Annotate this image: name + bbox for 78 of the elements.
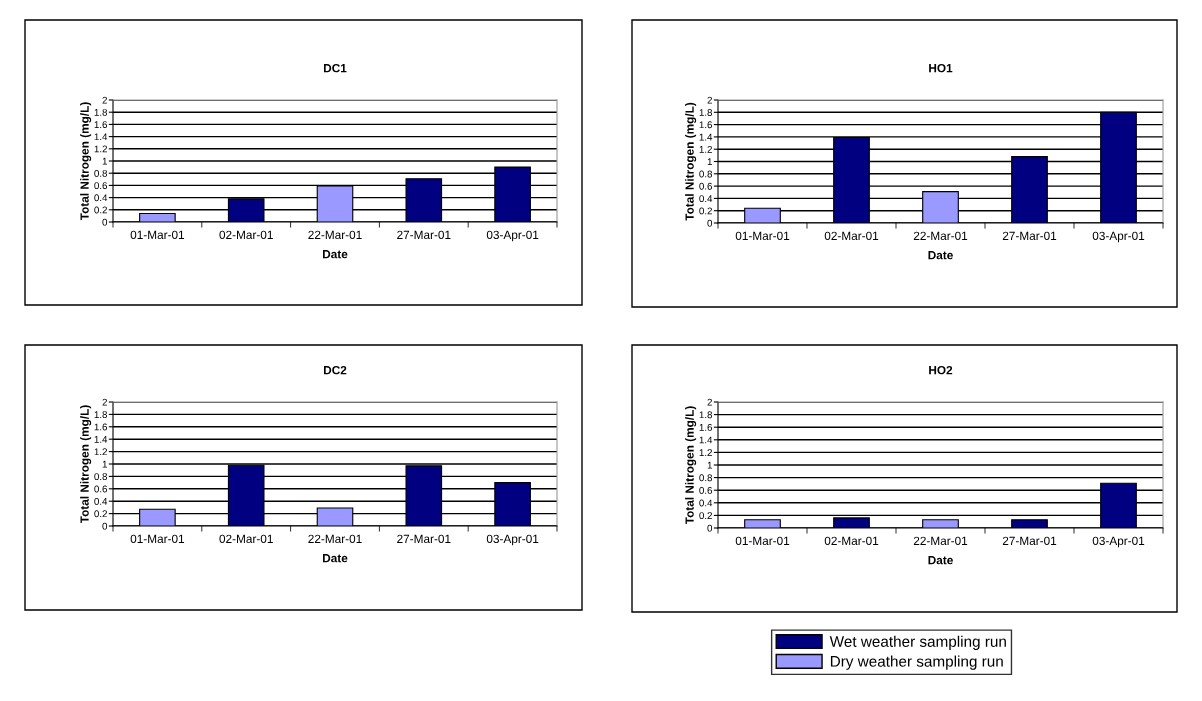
- y-tick-label: 1.4: [94, 133, 108, 141]
- y-tick-label: 0.4: [94, 194, 108, 202]
- x-tick-label: 27-Mar-01: [397, 534, 451, 543]
- y-tick-label: 0.8: [699, 474, 713, 482]
- y-tick-label: 1.8: [94, 411, 108, 419]
- x-tick-label: 01-Mar-01: [130, 230, 185, 239]
- x-axis-title: Date: [323, 554, 348, 563]
- x-tick-label: 01-Mar-01: [735, 231, 790, 240]
- y-tick-label: 1: [707, 461, 712, 469]
- x-tick-label: 02-Mar-01: [219, 534, 273, 543]
- y-tick-label: 0: [102, 522, 108, 530]
- x-tick-label: 27-Mar-01: [1002, 231, 1057, 240]
- y-tick-label: 1.6: [94, 423, 108, 431]
- y-tick-label: 2: [102, 398, 107, 406]
- y-tick-label: 0.2: [699, 207, 712, 215]
- y-tick-label: 0.4: [699, 499, 713, 507]
- y-tick-label: 0: [707, 524, 713, 532]
- y-tick-label: 1: [707, 158, 712, 166]
- y-tick-label: 1.6: [699, 121, 713, 129]
- x-tick-label: 02-Mar-01: [824, 231, 879, 240]
- y-tick-label: 0.8: [94, 473, 108, 481]
- x-tick-label: 27-Mar-01: [1002, 536, 1057, 545]
- y-axis-title: Total Nitrogen (mg/L): [685, 102, 697, 221]
- x-tick-label: 02-Mar-01: [219, 230, 273, 239]
- y-tick-label: 1.4: [699, 436, 713, 444]
- x-axis-title: Date: [928, 251, 953, 260]
- y-tick-label: 0.6: [94, 485, 108, 493]
- y-tick-label: 0.8: [94, 169, 108, 177]
- x-tick-label: 27-Mar-01: [397, 230, 451, 239]
- y-tick-label: 1.2: [94, 145, 107, 153]
- chart-title: HO1: [929, 63, 953, 73]
- y-tick-label: 1.8: [699, 109, 713, 116]
- chart-title: HO2: [929, 365, 953, 375]
- x-tick-label: 02-Mar-01: [824, 536, 879, 545]
- y-tick-label: 2: [707, 96, 712, 104]
- x-tick-label: 01-Mar-01: [735, 536, 790, 545]
- y-tick-label: 1.8: [699, 411, 713, 419]
- y-tick-label: 1.6: [699, 423, 713, 431]
- y-tick-label: 1: [102, 460, 107, 468]
- x-axis-title: Date: [928, 556, 953, 565]
- x-axis-title: Date: [323, 250, 348, 259]
- y-tick-label: 0: [707, 219, 713, 227]
- x-tick-label: 22-Mar-01: [913, 231, 968, 240]
- y-tick-label: 1.4: [699, 133, 713, 141]
- y-axis-title: Total Nitrogen (mg/L): [80, 102, 92, 221]
- chart-title: DC2: [323, 365, 347, 375]
- legend-label: Dry weather sampling run: [830, 655, 1003, 670]
- y-tick-label: 1.2: [699, 145, 712, 153]
- y-tick-label: 0: [102, 218, 108, 226]
- y-tick-label: 1.6: [94, 121, 108, 129]
- y-tick-label: 0.2: [94, 510, 107, 518]
- legend-label: Wet weather sampling run: [829, 635, 1006, 650]
- x-tick-label: 22-Mar-01: [308, 534, 362, 543]
- y-tick-label: 1.4: [94, 436, 108, 443]
- x-tick-label: 03-Apr-01: [1092, 231, 1145, 243]
- y-tick-label: 2: [707, 398, 712, 406]
- x-tick-label: 03-Apr-01: [486, 230, 539, 242]
- x-tick-label: 03-Apr-01: [1092, 536, 1145, 548]
- y-axis-title: Total Nitrogen (mg/L): [80, 405, 92, 524]
- y-tick-label: 0.6: [94, 182, 108, 190]
- y-tick-label: 0.8: [699, 170, 713, 178]
- y-tick-label: 1: [102, 157, 107, 165]
- chart-title: DC1: [323, 63, 347, 73]
- x-tick-label: 03-Apr-01: [486, 534, 539, 546]
- y-tick-label: 1.2: [94, 448, 107, 456]
- y-tick-label: 2: [102, 96, 107, 104]
- x-tick-label: 22-Mar-01: [308, 230, 362, 239]
- y-axis-title: Total Nitrogen (mg/L): [685, 406, 697, 525]
- y-tick-label: 0.6: [699, 486, 713, 494]
- y-tick-label: 1.8: [94, 108, 108, 116]
- x-tick-label: 22-Mar-01: [913, 536, 968, 545]
- y-tick-label: 1.2: [699, 449, 712, 456]
- y-tick-label: 0.6: [699, 182, 713, 190]
- y-tick-label: 0.4: [699, 195, 713, 203]
- x-tick-label: 01-Mar-01: [130, 534, 185, 543]
- y-tick-label: 0.2: [94, 206, 107, 214]
- y-tick-label: 0.4: [94, 497, 108, 505]
- y-tick-label: 0.2: [699, 512, 712, 520]
